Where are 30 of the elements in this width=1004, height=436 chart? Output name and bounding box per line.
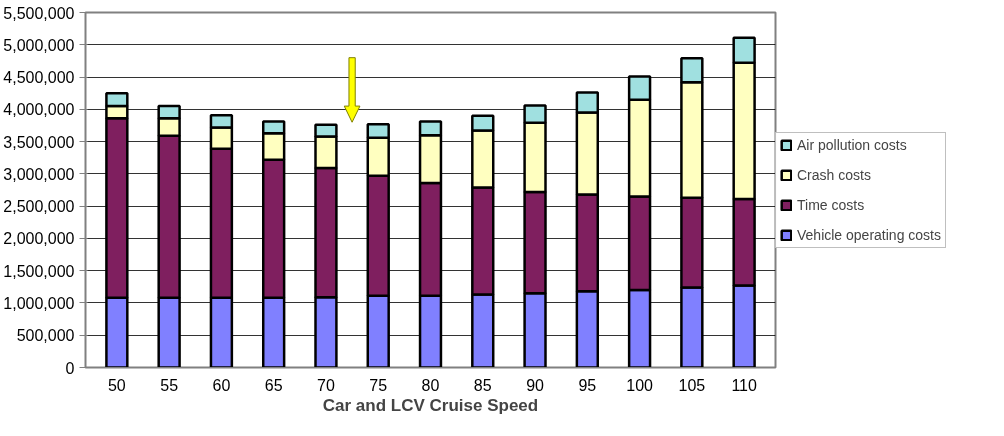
- x-tick-label: 110: [731, 376, 757, 394]
- y-tick-label: 1,000,000: [3, 294, 75, 312]
- y-tick-label: 0: [65, 359, 75, 377]
- y-tick-label: 2,500,000: [3, 198, 75, 216]
- y-tick-label: 3,000,000: [3, 165, 75, 183]
- x-tick-label: 70: [317, 376, 335, 394]
- y-tick-label: 3,500,000: [3, 133, 75, 151]
- x-tick-label: 90: [526, 376, 545, 394]
- x-tick-label: 65: [264, 376, 283, 394]
- y-tick-label: 2,000,000: [3, 230, 75, 248]
- y-tick-label: 4,500,000: [3, 69, 75, 87]
- y-tick-label: 5,500,000: [3, 4, 75, 22]
- y-tick-label: 500,000: [16, 327, 75, 345]
- x-tick-label: 80: [421, 376, 440, 394]
- x-tick-label: 105: [678, 376, 706, 394]
- x-tick-label: 100: [626, 376, 654, 394]
- legend-label: Time costs: [797, 196, 865, 213]
- x-tick-label: 50: [107, 376, 126, 394]
- x-tick-label: 85: [473, 376, 492, 394]
- legend-label: Air pollution costs: [797, 136, 907, 153]
- y-tick-label: 1,500,000: [3, 262, 75, 280]
- x-axis-title: Car and LCV Cruise Speed: [322, 395, 539, 415]
- x-tick-label: 60: [212, 376, 231, 394]
- legend-label: Crash costs: [797, 166, 871, 183]
- x-tick-label: 75: [369, 376, 388, 394]
- y-tick-label: 4,000,000: [3, 101, 75, 119]
- legend-label: Vehicle operating costs: [797, 226, 941, 243]
- x-tick-label: 55: [160, 376, 179, 394]
- x-tick-label: 95: [578, 376, 597, 394]
- y-tick-label: 5,000,000: [3, 36, 75, 54]
